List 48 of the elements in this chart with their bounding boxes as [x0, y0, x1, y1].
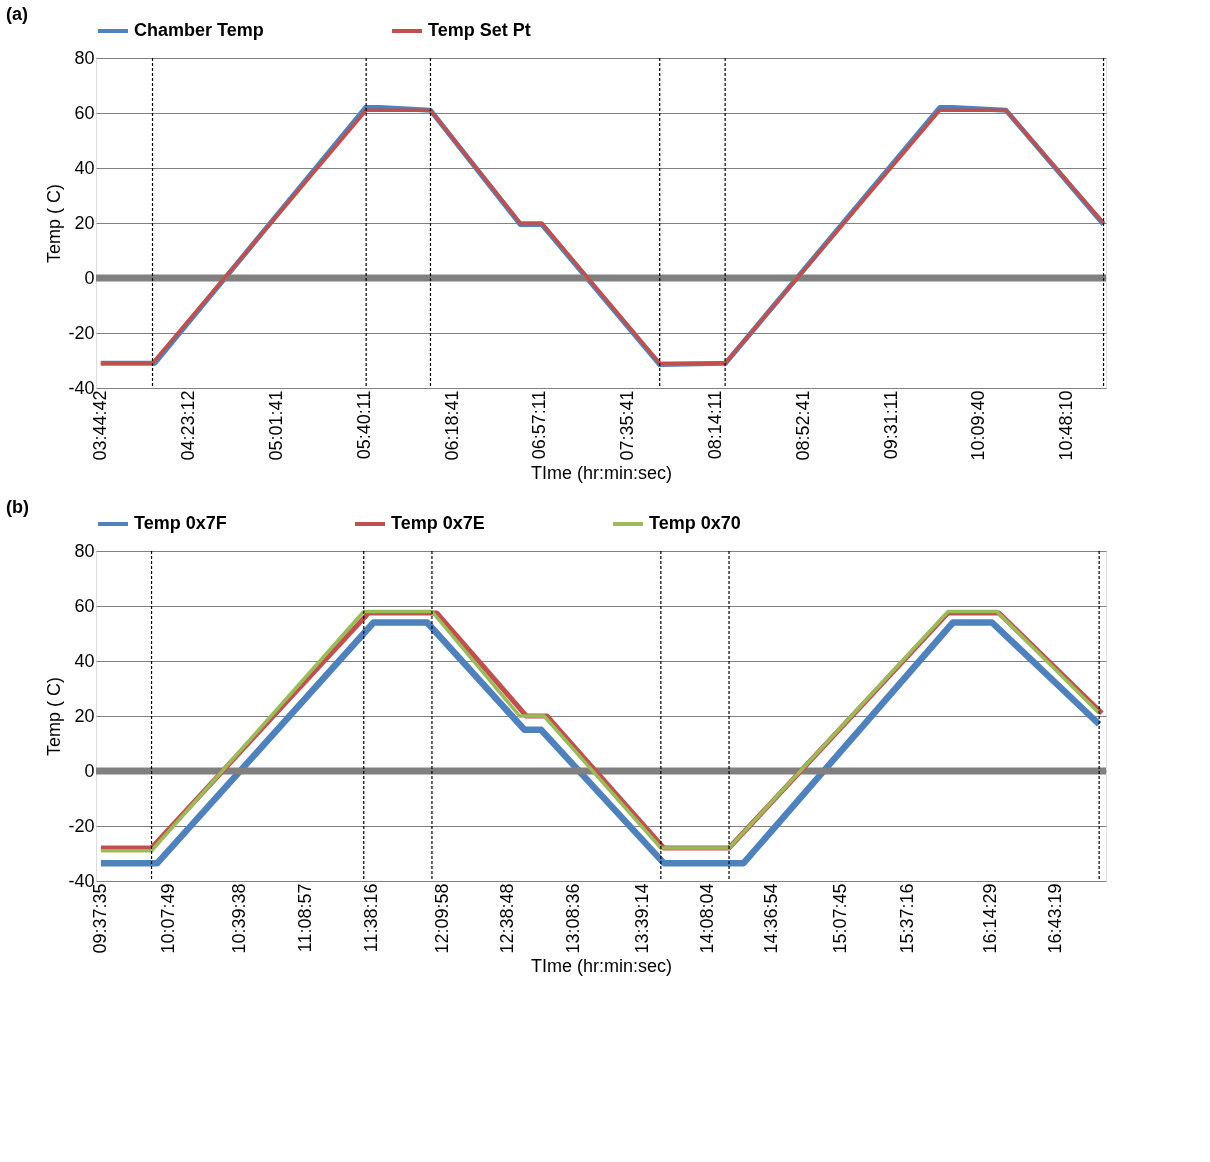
- x-tick-label: 06:18:41: [441, 390, 462, 461]
- x-axis-title: TIme (hr:min:sec): [530, 955, 673, 976]
- x-tick-label: 12:09:58: [431, 883, 452, 954]
- x-tick-label: 10:48:10: [1056, 390, 1077, 461]
- x-tick-label: 16:43:19: [1044, 883, 1065, 954]
- x-tick-label: 05:40:11: [353, 390, 374, 460]
- legend-label: Temp Set Pt: [428, 20, 531, 40]
- x-tick-label: 13:08:36: [563, 883, 584, 954]
- x-tick-label: 12:38:48: [496, 883, 517, 954]
- chart-title: (b): [6, 497, 29, 517]
- x-tick-label: 14:08:04: [696, 883, 717, 954]
- x-tick-label: 10:07:49: [158, 883, 179, 954]
- y-tick-label: 0: [84, 267, 95, 288]
- x-tick-label: 10:39:38: [229, 883, 250, 954]
- legend-label: Temp 0x7E: [391, 513, 485, 533]
- y-tick-label: -20: [68, 322, 95, 343]
- y-tick-label: 60: [74, 595, 95, 616]
- x-tick-label: 14:36:54: [761, 883, 782, 954]
- y-tick-label: 60: [74, 102, 95, 123]
- x-tick-label: 11:08:57: [295, 883, 316, 953]
- y-tick-label: 80: [74, 540, 95, 561]
- x-tick-label: 07:35:41: [617, 390, 638, 461]
- x-tick-label: 16:14:29: [980, 883, 1001, 954]
- legend-label: Temp 0x70: [649, 513, 741, 533]
- x-tick-label: 15:07:45: [830, 883, 851, 954]
- y-tick-label: 20: [74, 212, 95, 233]
- y-tick-label: 0: [84, 760, 95, 781]
- x-tick-label: 10:09:40: [968, 390, 989, 461]
- x-tick-label: 09:31:11: [880, 390, 901, 460]
- y-tick-label: 80: [74, 47, 95, 68]
- x-tick-label: 05:01:41: [265, 390, 286, 461]
- y-tick-label: 20: [74, 705, 95, 726]
- x-tick-label: 06:57:11: [529, 390, 550, 460]
- x-tick-label: 08:52:41: [792, 390, 813, 461]
- x-tick-label: 15:37:16: [896, 883, 917, 954]
- x-tick-label: 08:14:11: [704, 390, 725, 460]
- y-axis-title: Temp ( C): [44, 676, 65, 757]
- y-tick-label: 40: [74, 157, 95, 178]
- chart-title: (a): [6, 4, 28, 24]
- x-tick-label: 04:23:12: [178, 390, 199, 461]
- legend-label: Chamber Temp: [134, 20, 264, 40]
- x-tick-label: 11:38:16: [360, 883, 381, 953]
- y-tick-label: -20: [68, 815, 95, 836]
- x-tick-label: 13:39:14: [632, 883, 653, 954]
- y-axis-title: Temp ( C): [44, 183, 65, 264]
- x-axis-title: TIme (hr:min:sec): [530, 462, 673, 483]
- legend-label: Temp 0x7F: [134, 513, 227, 533]
- y-tick-label: 40: [74, 650, 95, 671]
